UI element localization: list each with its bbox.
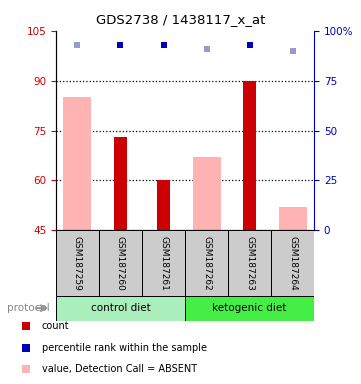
Text: protocol: protocol bbox=[7, 303, 50, 313]
Text: GSM187262: GSM187262 bbox=[202, 236, 211, 290]
Bar bbox=[192, 157, 221, 230]
Text: GSM187259: GSM187259 bbox=[73, 236, 82, 290]
Bar bbox=[228, 230, 271, 296]
Text: GSM187264: GSM187264 bbox=[288, 236, 297, 290]
Bar bbox=[142, 230, 185, 296]
Bar bbox=[64, 97, 91, 230]
Text: GSM187260: GSM187260 bbox=[116, 236, 125, 290]
Text: control diet: control diet bbox=[91, 303, 151, 313]
Text: percentile rank within the sample: percentile rank within the sample bbox=[42, 343, 206, 353]
Text: value, Detection Call = ABSENT: value, Detection Call = ABSENT bbox=[42, 364, 197, 374]
Bar bbox=[114, 137, 127, 230]
Bar bbox=[99, 230, 142, 296]
Bar bbox=[56, 230, 99, 296]
Bar bbox=[279, 207, 306, 230]
Bar bbox=[185, 230, 228, 296]
Text: ketogenic diet: ketogenic diet bbox=[212, 303, 287, 313]
Bar bbox=[243, 81, 256, 230]
Text: count: count bbox=[42, 321, 69, 331]
Text: GSM187261: GSM187261 bbox=[159, 236, 168, 290]
Bar bbox=[185, 296, 314, 321]
Text: GDS2738 / 1438117_x_at: GDS2738 / 1438117_x_at bbox=[96, 13, 265, 26]
Text: GSM187263: GSM187263 bbox=[245, 236, 254, 290]
Bar bbox=[56, 296, 185, 321]
Bar bbox=[157, 180, 170, 230]
Bar bbox=[271, 230, 314, 296]
